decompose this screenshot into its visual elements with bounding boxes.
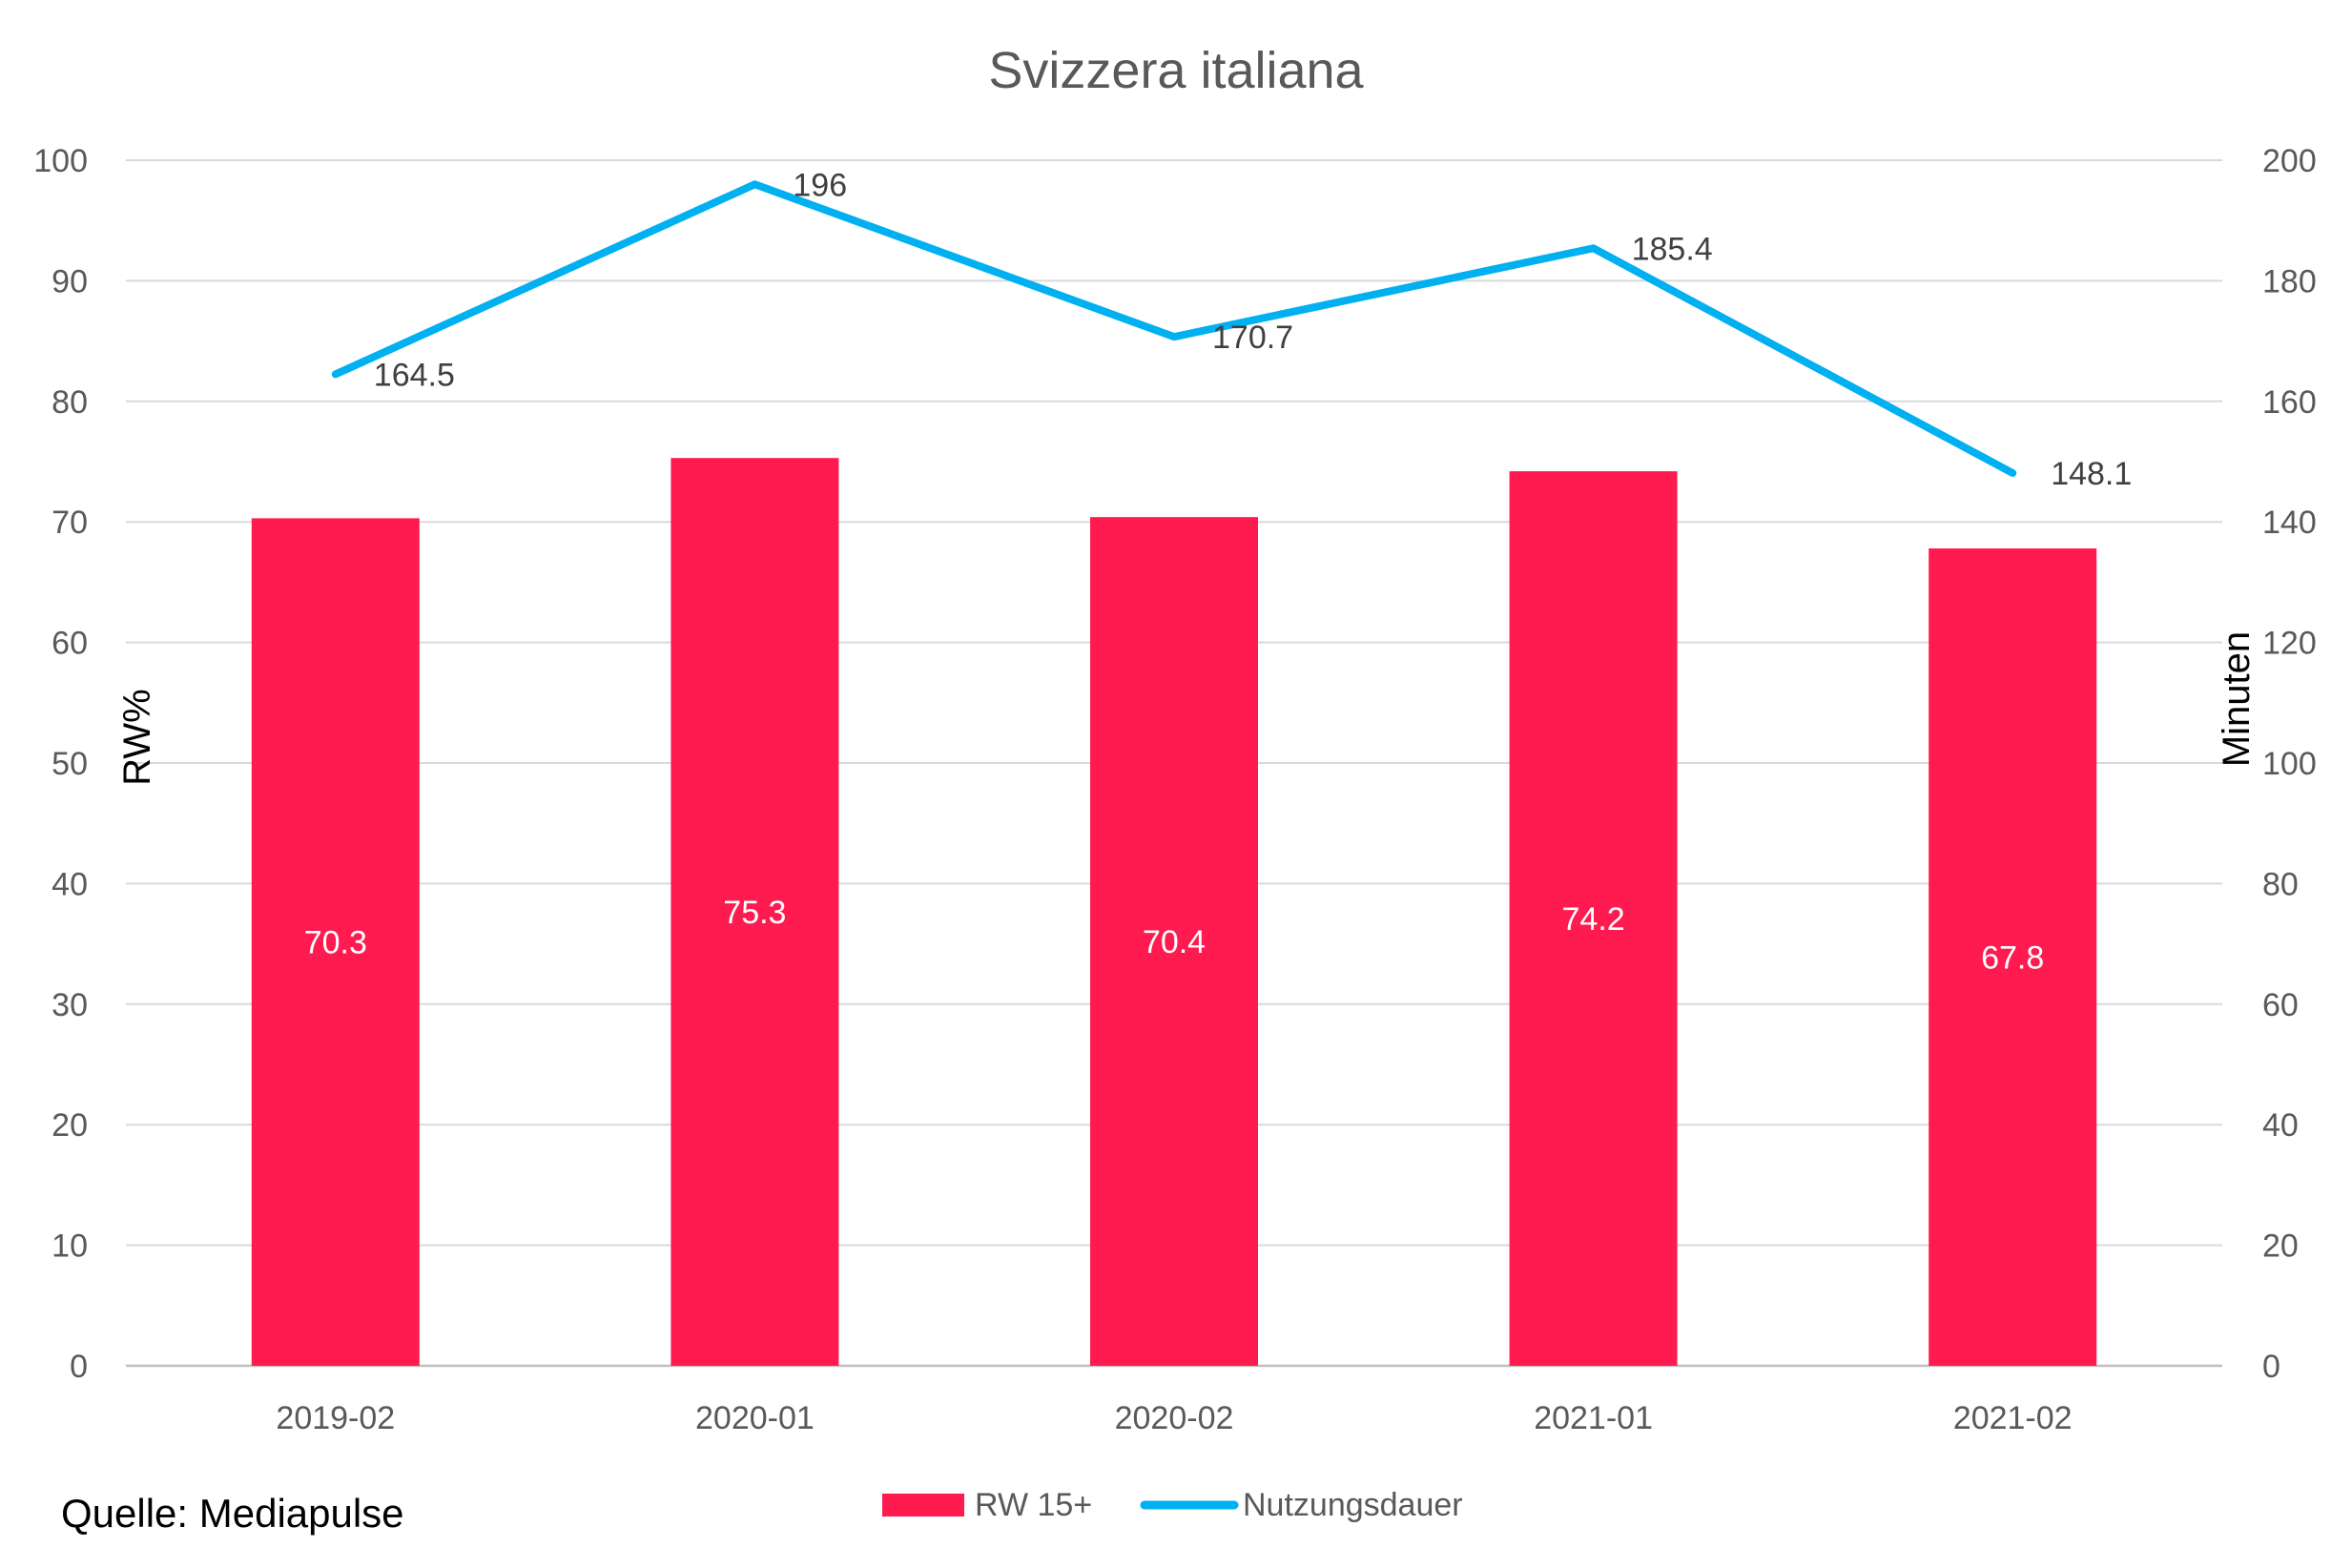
y-tick-label-right: 160: [2262, 384, 2317, 421]
line-point: [1592, 247, 1595, 250]
y-tick-label-right: 20: [2262, 1228, 2299, 1265]
line-point: [334, 373, 337, 376]
chart-title: Svizzera italiana: [988, 42, 1364, 99]
y-tick-label-left: 20: [52, 1107, 88, 1144]
y-tick-label-left: 80: [52, 384, 88, 421]
line-data-label: 148.1: [2051, 456, 2132, 492]
y-tick-label-right: 0: [2262, 1349, 2280, 1385]
line-data-label: 164.5: [374, 357, 455, 393]
y-tick-label-right: 80: [2262, 866, 2299, 902]
y-tick-label-left: 100: [33, 143, 88, 179]
x-tick-label: 2019-02: [276, 1400, 395, 1436]
y-tick-label-left: 60: [52, 626, 88, 662]
line-data-label: 196: [793, 167, 847, 203]
x-tick-label: 2021-02: [1953, 1400, 2073, 1436]
y-tick-label-right: 120: [2262, 626, 2317, 662]
x-tick-label: 2020-02: [1115, 1400, 1234, 1436]
bar: [1929, 548, 2097, 1366]
y-tick-label-left: 40: [52, 866, 88, 902]
y-tick-label-left: 50: [52, 746, 88, 782]
legend: RW 15+ Nutzungsdauer: [882, 1487, 1463, 1523]
legend-label-bar: RW 15+: [975, 1487, 1092, 1523]
y-tick-label-right: 100: [2262, 746, 2317, 782]
bar-data-label: 70.4: [1143, 924, 1206, 960]
line-data-label: 185.4: [1632, 231, 1713, 267]
y-axis-label-left: RW%: [116, 689, 158, 785]
line-data-label: 170.7: [1212, 320, 1293, 356]
x-tick-label: 2020-01: [695, 1400, 815, 1436]
y-tick-label-left: 10: [52, 1228, 88, 1265]
bar-series: 70.3 75.3 70.4 74.2 67.8: [251, 458, 2097, 1366]
bar-data-label: 67.8: [1981, 940, 2044, 977]
y-tick-label-right: 40: [2262, 1107, 2299, 1144]
line-point: [753, 183, 756, 186]
y-tick-label-right: 140: [2262, 505, 2317, 541]
bar: [1090, 517, 1258, 1366]
x-tick-label: 2021-01: [1534, 1400, 1653, 1436]
legend-swatch-bar: [882, 1494, 964, 1516]
y-axis-label-right: Minuten: [2216, 631, 2258, 767]
bar-data-label: 75.3: [723, 895, 786, 931]
y-tick-label-left: 70: [52, 505, 88, 541]
bar: [251, 518, 420, 1366]
bar-data-label: 74.2: [1562, 901, 1625, 938]
bar: [1509, 471, 1678, 1366]
right-axis-ticks: 0 20 40 60 80 100 120 140 160 180 200: [2262, 143, 2317, 1385]
bar: [671, 458, 839, 1366]
line-point: [2012, 472, 2014, 475]
left-axis-ticks: 0 10 20 30 40 50 60 70 80 90 100: [33, 143, 88, 1385]
x-axis-ticks: 2019-02 2020-01 2020-02 2021-01 2021-02: [276, 1400, 2072, 1436]
y-tick-label-right: 180: [2262, 263, 2317, 299]
y-tick-label-left: 90: [52, 263, 88, 299]
bar-data-label: 70.3: [304, 925, 367, 961]
legend-label-line: Nutzungsdauer: [1243, 1487, 1463, 1523]
y-tick-label-left: 0: [70, 1349, 88, 1385]
y-tick-label-right: 60: [2262, 987, 2299, 1023]
y-tick-label-right: 200: [2262, 143, 2317, 179]
line-point: [1173, 336, 1175, 339]
line-path: [331, 180, 2017, 478]
source-note: Quelle: Mediapulse: [61, 1491, 404, 1536]
line-series: 164.5 196 170.7 185.4 148.1: [331, 167, 2132, 492]
y-tick-label-left: 30: [52, 987, 88, 1023]
